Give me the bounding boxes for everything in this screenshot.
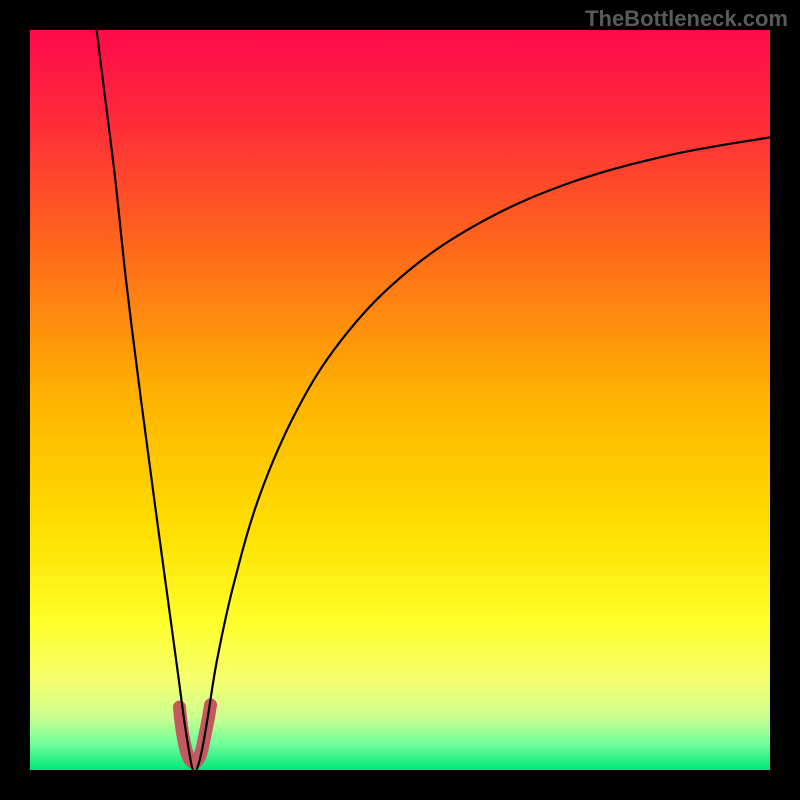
bottleneck-chart bbox=[0, 0, 800, 800]
chart-container: TheBottleneck.com bbox=[0, 0, 800, 800]
